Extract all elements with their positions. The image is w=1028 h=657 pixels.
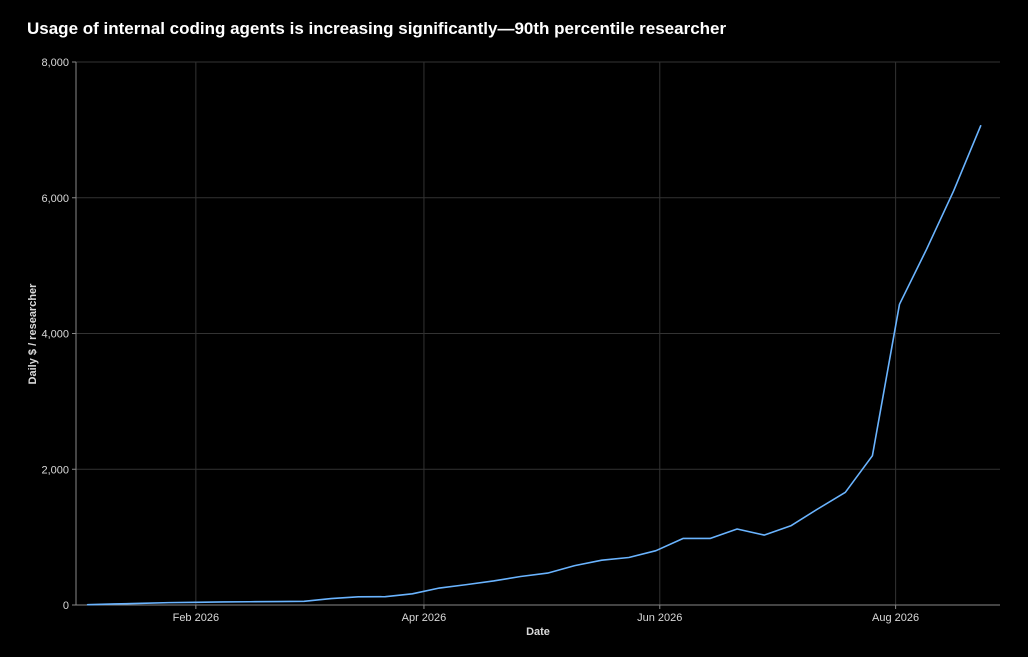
axes: [72, 61, 1000, 609]
grid-lines: [76, 61, 1000, 605]
chart-title: Usage of internal coding agents is incre…: [27, 19, 727, 38]
y-axis-title: Daily $ / researcher: [27, 283, 39, 385]
y-tick-label: 8,000: [41, 57, 69, 69]
y-tick-label: 0: [63, 600, 69, 612]
x-axis-title: Date: [526, 626, 550, 638]
tick-labels: 0 2,000 4,000 6,000 8,000 Feb 2026 Apr 2026 Jun…: [41, 57, 919, 624]
y-tick-label: 2,000: [41, 464, 69, 476]
series-layer: [86, 125, 982, 606]
x-tick-label: Jun 2026: [637, 612, 682, 624]
x-tick-label: Feb 2026: [173, 612, 219, 624]
x-tick-label: Apr 2026: [402, 612, 447, 624]
series-line: [86, 125, 982, 606]
y-tick-label: 4,000: [41, 329, 69, 341]
y-tick-label: 6,000: [41, 193, 69, 205]
x-tick-label: Aug 2026: [872, 612, 919, 624]
